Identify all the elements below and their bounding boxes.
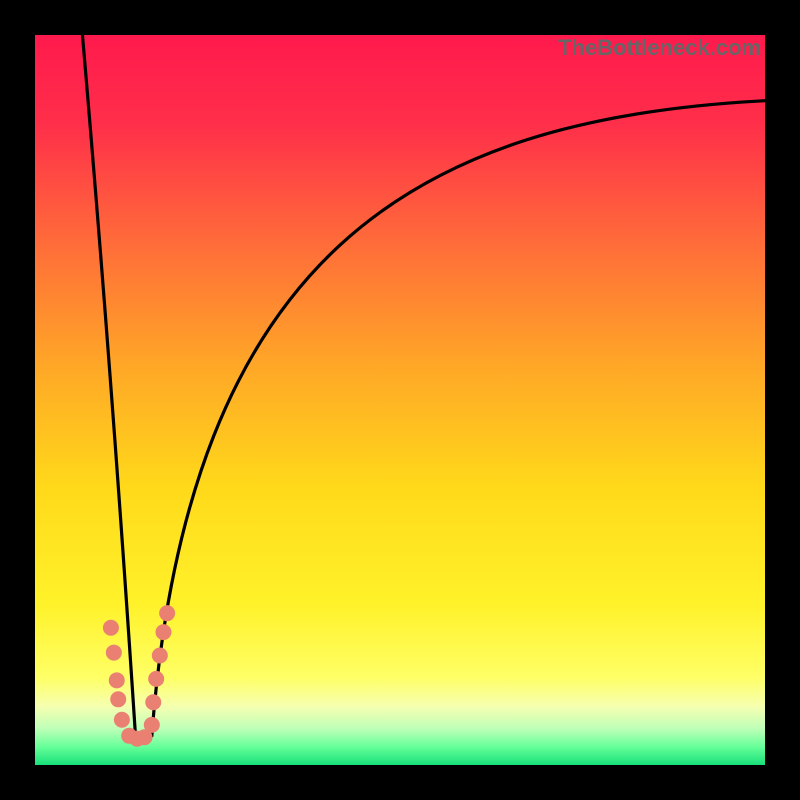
frame-border-left	[0, 0, 35, 800]
data-point	[159, 605, 175, 621]
data-point	[110, 691, 126, 707]
data-point	[152, 648, 168, 664]
data-point	[103, 620, 119, 636]
data-point	[114, 712, 130, 728]
frame-border-bottom	[0, 765, 800, 800]
source-watermark: TheBottleneck.com	[558, 35, 761, 61]
data-point	[144, 717, 160, 733]
data-point	[148, 671, 164, 687]
data-points	[35, 35, 765, 765]
frame-border-top	[0, 0, 800, 35]
frame-border-right	[765, 0, 800, 800]
data-point	[109, 672, 125, 688]
data-point	[155, 624, 171, 640]
data-point	[106, 645, 122, 661]
plot-area: TheBottleneck.com	[35, 35, 765, 765]
chart-frame: TheBottleneck.com	[0, 0, 800, 800]
data-point	[145, 694, 161, 710]
